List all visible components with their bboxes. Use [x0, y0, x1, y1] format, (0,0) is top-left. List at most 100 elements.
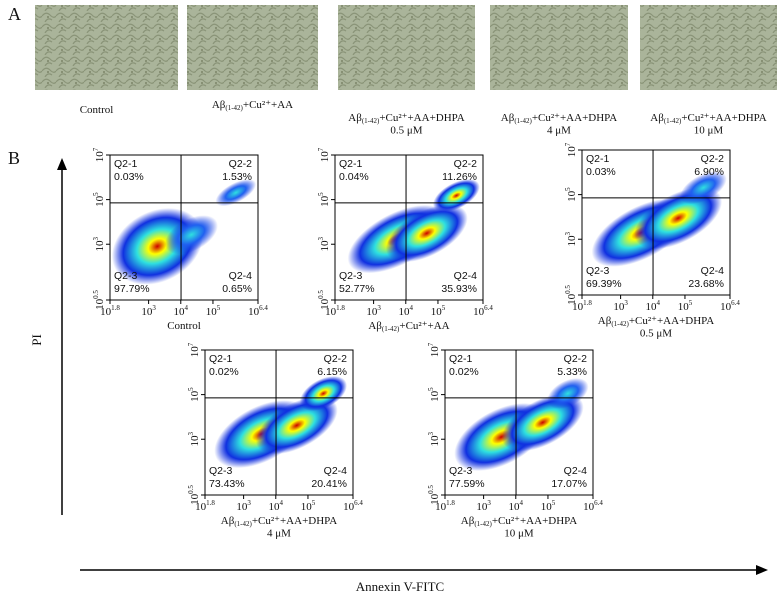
text-part: 10 [189, 346, 201, 358]
text-part: 3 [247, 499, 251, 507]
arrowhead [57, 158, 67, 170]
text-part: 10 [319, 240, 331, 252]
quadrant-text: Q2-3 [114, 270, 138, 282]
quadrant-text: 77.59% [449, 478, 485, 490]
text-part: 5 [312, 499, 316, 507]
caption: Aβ(1-42)+Cu²⁺+AA+DHPA [461, 515, 577, 528]
text-part: 10 [100, 306, 112, 318]
quadrant-text: 35.93% [441, 283, 477, 295]
text-part: 10 [429, 346, 441, 358]
text-part: 3 [92, 236, 100, 240]
y-tick-label: 100.5 [317, 290, 331, 310]
text-part: 1.8 [111, 304, 120, 312]
x-tick-label: 101.8 [195, 499, 215, 513]
text-part: 10 [566, 235, 578, 247]
y-tick-label: 103 [92, 236, 106, 251]
text-part: (1-42) [382, 325, 400, 333]
text-part: Control [80, 104, 114, 116]
x-tick-label: 104 [509, 499, 524, 513]
y-tick-label: 107 [317, 147, 331, 162]
quadrant-text: 20.41% [311, 478, 347, 490]
text-part: 10 [301, 501, 313, 513]
quadrant-text: Q2-4 [324, 465, 348, 477]
text-part: Aβ [461, 515, 475, 527]
x-tick-label: 105 [678, 299, 693, 313]
text-part: 10 [678, 301, 690, 313]
y-tick-label: 107 [564, 142, 578, 157]
y-tick-label: 105 [427, 387, 441, 402]
caption: Aβ(1-42)+Cu²⁺+AA+DHPA [650, 112, 766, 125]
x-tick-label: 106.4 [720, 299, 740, 313]
x-tick-label: 103 [366, 304, 381, 318]
y-tick-label: 107 [92, 147, 106, 162]
text-part: 10 [476, 501, 488, 513]
text-part: 10 [541, 501, 553, 513]
caption-line2: 4 μM [267, 528, 291, 540]
caption: Aβ(1-42)+Cu²⁺+AA+DHPA [501, 112, 617, 125]
text-part: 3 [487, 499, 491, 507]
y-tick-label: 100.5 [564, 285, 578, 305]
text-part: 10 [319, 151, 331, 163]
caption-line2: 10 μM [694, 125, 724, 137]
quadrant-text: 11.26% [442, 171, 477, 183]
quadrant-text: 17.07% [551, 478, 587, 490]
quadrant-text: 0.02% [449, 366, 479, 378]
x-tick-label: 105 [301, 499, 316, 513]
text-part: 4 [280, 499, 284, 507]
text-part: 5 [92, 192, 100, 196]
y-tick-label: 103 [564, 231, 578, 246]
text-part: Aβ [212, 99, 226, 111]
text-part: 5 [217, 304, 221, 312]
x-tick-label: 101.8 [325, 304, 345, 318]
text-part: 7 [427, 342, 435, 346]
caption-line2: 4 μM [547, 125, 571, 137]
text-part: 6.4 [484, 304, 493, 312]
text-part: +Cu²⁺+AA+DHPA [492, 515, 577, 527]
text-part: 10 [236, 501, 248, 513]
x-tick-label: 104 [646, 299, 661, 313]
microscopy-image [187, 5, 318, 90]
text-part: 10 [269, 501, 281, 513]
text-part: +Cu²⁺+AA+DHPA [532, 112, 617, 124]
text-part: 6.4 [731, 299, 740, 307]
text-part: 6.4 [259, 304, 268, 312]
text-part: (1-42) [474, 520, 492, 528]
text-part: 4 [657, 299, 661, 307]
quadrant-text: Q2-3 [209, 465, 233, 477]
text-part: 1.8 [446, 499, 455, 507]
text-part: 5 [689, 299, 693, 307]
caption: Aβ(1-42)+Cu²⁺+AA+DHPA [348, 112, 464, 125]
text-part: 10 [566, 293, 578, 305]
panel-label: A [8, 4, 21, 24]
x-tick-label: 106.4 [473, 304, 493, 318]
density-cloud [299, 376, 347, 411]
text-part: +Cu²⁺+AA [243, 99, 293, 111]
x-tick-label: 103 [141, 304, 156, 318]
text-part: Aβ [501, 112, 515, 124]
text-part: 10 [429, 435, 441, 447]
y-tick-label: 105 [564, 187, 578, 202]
quadrant-text: Q2-4 [701, 265, 725, 277]
text-part: 10 [189, 435, 201, 447]
text-part: 0.5 [317, 290, 325, 299]
text-part: 10 [566, 190, 578, 202]
text-part: (1-42) [664, 117, 682, 125]
quadrant-text: Q2-3 [449, 465, 473, 477]
caption: Control [80, 104, 114, 116]
text-part: 10 [174, 306, 186, 318]
arrowhead [756, 565, 768, 575]
text-part: 5 [427, 387, 435, 391]
text-part: 10 [399, 306, 411, 318]
caption-line2: 0.5 μM [390, 125, 422, 137]
quadrant-text: Q2-4 [454, 270, 478, 282]
text-part: 5 [317, 192, 325, 196]
text-part: 10 [189, 493, 201, 505]
text-part: 10 [473, 306, 485, 318]
text-part: 7 [317, 147, 325, 151]
text-part: 0.5 [187, 485, 195, 494]
text-part: +Cu²⁺+AA+DHPA [379, 112, 464, 124]
text-part: 10 [319, 298, 331, 310]
quadrant-text: Q2-2 [701, 153, 725, 165]
density-cloud [215, 179, 257, 207]
x-tick-label: 103 [613, 299, 628, 313]
